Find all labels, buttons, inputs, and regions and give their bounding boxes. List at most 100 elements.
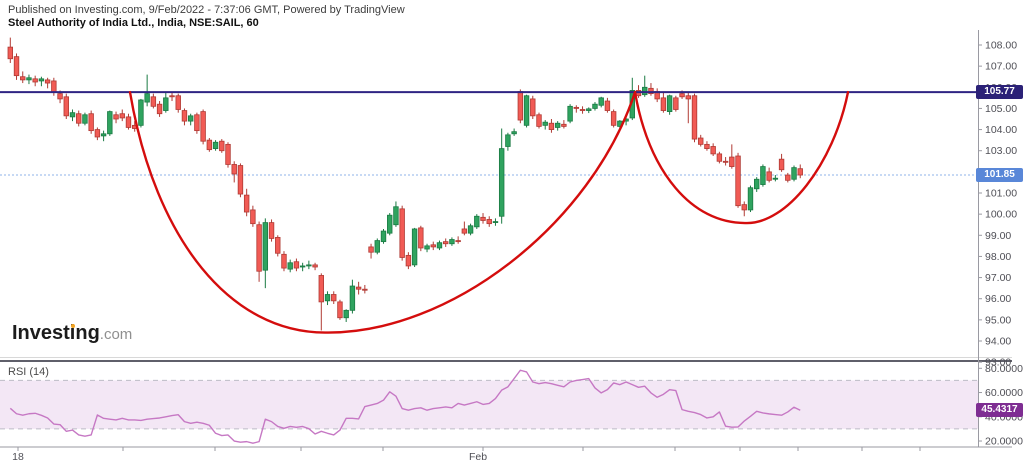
candle (586, 108, 592, 111)
price-tick-label: 99.00 (985, 230, 1011, 242)
candle (355, 286, 362, 290)
candle (442, 241, 449, 245)
candle (32, 78, 38, 83)
price-tick-label: 97.00 (985, 272, 1011, 284)
candle (660, 97, 667, 111)
candle (69, 112, 76, 118)
candle (648, 87, 654, 95)
candle (797, 168, 803, 176)
candle (13, 56, 20, 77)
candle (281, 253, 287, 269)
candle (455, 240, 461, 243)
candle (760, 166, 766, 185)
candle (144, 93, 150, 103)
candle (181, 110, 188, 122)
candle (343, 309, 349, 319)
price-tick-label: 107.00 (985, 61, 1017, 73)
candle (598, 97, 604, 106)
price-tick-label: 100.00 (985, 209, 1017, 221)
candle (704, 143, 710, 150)
candle (393, 206, 399, 226)
candle (387, 214, 393, 234)
candle (268, 222, 275, 239)
candle (691, 95, 698, 140)
candle (293, 261, 300, 269)
candle (480, 216, 486, 221)
candle (256, 224, 262, 272)
rsi-tick-label: 60.0000 (985, 387, 1023, 399)
candle (150, 96, 157, 107)
candle (20, 76, 26, 81)
candle (219, 140, 225, 152)
candle (82, 114, 88, 124)
candle (206, 139, 213, 151)
candle (7, 46, 13, 60)
candle (430, 244, 436, 248)
candle (505, 134, 511, 147)
instrument-title: Steel Authority of India Ltd., India, NS… (8, 17, 259, 29)
candle (237, 165, 244, 195)
price-tick-label: 93.00 (985, 357, 1011, 369)
candle (424, 245, 430, 250)
time-axis-label: 18 (12, 451, 24, 463)
candle (511, 131, 517, 135)
candle (318, 275, 324, 303)
candle (44, 79, 51, 84)
candle (685, 95, 691, 100)
price-tick-label: 96.00 (985, 293, 1011, 305)
candle (113, 114, 119, 120)
candle (169, 95, 175, 98)
candle (523, 95, 530, 126)
candle (287, 262, 293, 270)
rsi-line (9, 369, 801, 444)
candle (766, 171, 772, 181)
candle (26, 77, 32, 81)
candle (729, 156, 735, 167)
candle (492, 221, 499, 224)
candle (306, 264, 312, 267)
candle (536, 114, 542, 127)
candle (474, 215, 480, 228)
candle (38, 78, 45, 82)
candle (716, 153, 723, 162)
candle (194, 114, 200, 132)
candle (94, 129, 101, 138)
candle (163, 97, 169, 111)
candle (57, 93, 63, 100)
candle (243, 194, 250, 213)
candle (51, 80, 57, 93)
candle (778, 158, 785, 171)
cup-pattern-curve (633, 90, 850, 225)
candle (107, 111, 113, 135)
candle (722, 160, 729, 163)
investing-watermark-logo: Investing.com (12, 322, 132, 345)
price-tick-label: 95.00 (985, 314, 1011, 326)
candle (250, 209, 256, 225)
candle (754, 178, 760, 190)
candle (380, 230, 387, 243)
candle (374, 240, 380, 253)
candle (156, 103, 163, 115)
candle (312, 264, 318, 268)
rsi-band (0, 380, 978, 429)
published-caption: Published on Investing.com, 9/Feb/2022 -… (8, 4, 405, 16)
price-tick-label: 98.00 (985, 251, 1011, 263)
candle (747, 187, 754, 211)
rsi-pane (0, 369, 978, 444)
time-axis-label: Feb (469, 451, 487, 463)
cup-pattern-curve (128, 90, 637, 334)
candle (449, 239, 455, 245)
last-price-tag: 101.85 (976, 168, 1023, 183)
price-pane (0, 37, 978, 334)
candle (673, 97, 679, 110)
candle (579, 109, 586, 111)
candle (436, 242, 443, 249)
candle (119, 113, 125, 119)
candle (88, 113, 94, 132)
resistance-price-tag: 105.77 (976, 85, 1023, 100)
candle (262, 222, 269, 271)
candle (212, 141, 219, 150)
candle (399, 208, 405, 258)
candle (467, 225, 474, 234)
